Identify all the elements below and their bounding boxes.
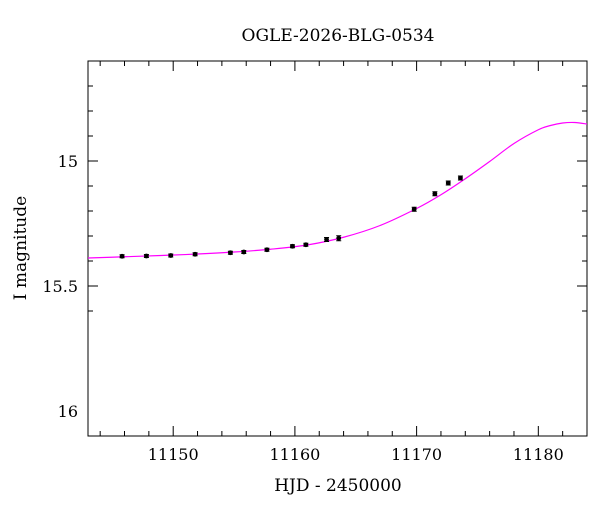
point-marker: [336, 235, 342, 241]
data-point: [432, 191, 438, 197]
data-point: [192, 251, 198, 257]
y-tick-label: 16: [58, 402, 78, 421]
point-marker: [324, 237, 329, 242]
point-marker: [432, 191, 438, 197]
tick-labels: 11150 11160 11170 11180 15 15.5 16: [42, 152, 563, 464]
point-marker: [119, 253, 125, 259]
point-marker: [227, 250, 233, 256]
axis-ticks: [88, 61, 588, 436]
point-marker: [241, 249, 247, 255]
point-marker: [445, 180, 451, 186]
data-point: [168, 253, 174, 258]
chart-title: OGLE-2026-BLG-0534: [242, 26, 435, 46]
point-marker: [144, 253, 149, 259]
data-point: [143, 253, 149, 259]
data-point: [119, 253, 125, 259]
data-point: [264, 247, 270, 253]
y-tick-label: 15: [58, 152, 78, 171]
data-point: [303, 242, 309, 248]
plot-frame: [87, 60, 588, 437]
data-point: [324, 237, 330, 242]
data-point: [227, 250, 233, 256]
point-marker: [290, 243, 295, 249]
data-point: [445, 180, 451, 186]
point-marker: [192, 251, 198, 257]
data-point: [411, 206, 417, 212]
x-axis-label: HJD - 2450000: [274, 476, 402, 496]
point-marker: [168, 253, 174, 258]
data-point: [457, 175, 463, 181]
data-point: [336, 235, 342, 242]
y-axis-label: I magnitude: [11, 196, 31, 300]
x-tick-label: 11170: [391, 445, 442, 464]
y-tick-label: 15.5: [42, 277, 78, 296]
data-point: [241, 249, 247, 255]
model-curve: [87, 121, 588, 259]
point-marker: [264, 247, 270, 253]
data-point: [289, 243, 295, 249]
x-tick-label: 11180: [513, 445, 564, 464]
point-marker: [303, 242, 309, 248]
x-tick-label: 11160: [269, 445, 320, 464]
point-marker: [458, 175, 463, 181]
point-marker: [411, 206, 417, 212]
x-tick-label: 11150: [148, 445, 199, 464]
data-points: [119, 175, 463, 259]
